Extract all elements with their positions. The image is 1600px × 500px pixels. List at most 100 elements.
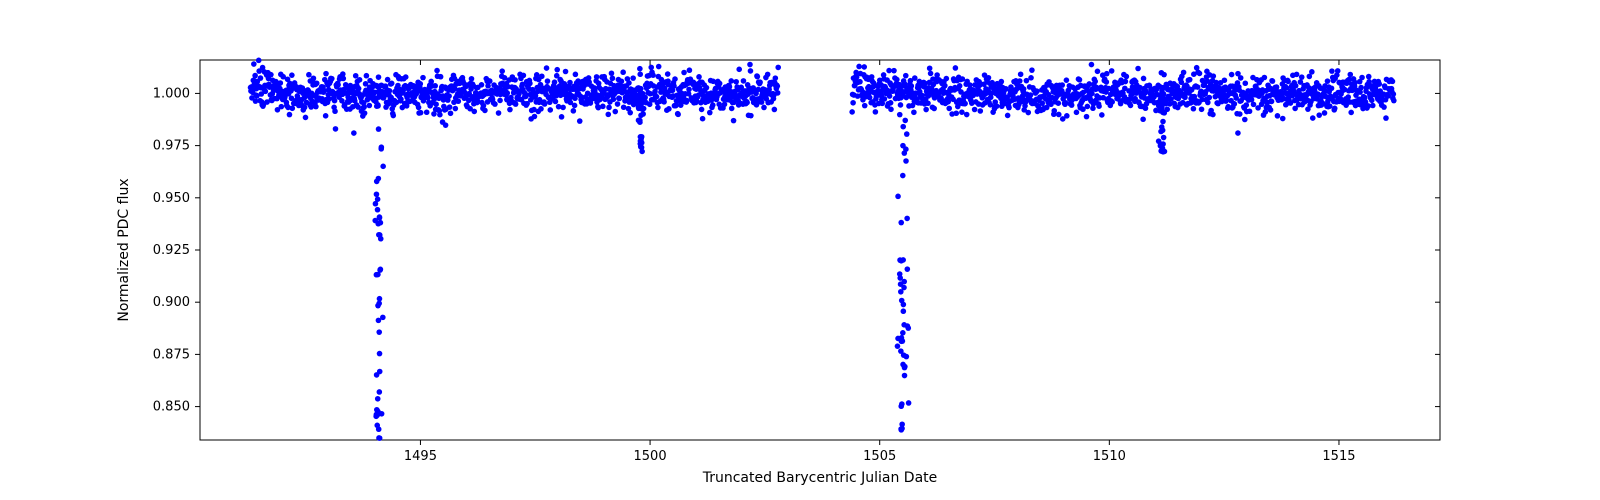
data-point (1237, 111, 1243, 117)
data-point (849, 109, 855, 115)
data-point (901, 308, 907, 314)
x-tick-label: 1510 (1093, 449, 1126, 464)
data-point (513, 101, 519, 107)
data-point (1157, 101, 1163, 107)
data-point (377, 369, 383, 375)
data-point (389, 81, 395, 87)
data-point (901, 285, 907, 291)
data-point (744, 100, 750, 106)
data-point (895, 194, 901, 200)
data-point (775, 83, 781, 89)
data-point (1069, 102, 1075, 108)
data-point (403, 74, 409, 80)
data-point (626, 80, 632, 86)
data-point (873, 109, 879, 115)
data-point (650, 72, 656, 78)
data-point (1029, 67, 1035, 73)
x-tick-label: 1515 (1322, 449, 1355, 464)
data-point (375, 409, 381, 415)
data-point (1294, 72, 1300, 78)
data-point (1157, 108, 1163, 114)
data-point (772, 107, 778, 113)
data-point (959, 109, 965, 115)
data-point (1104, 71, 1110, 77)
data-point (904, 216, 910, 222)
data-point (1160, 149, 1166, 155)
data-point (416, 105, 422, 111)
data-point (1247, 108, 1253, 114)
data-point (545, 78, 551, 84)
data-point (887, 93, 893, 99)
data-point (361, 104, 367, 110)
data-point (375, 303, 381, 309)
data-point (356, 86, 362, 92)
data-point (909, 83, 915, 89)
x-ticks: 14951500150515101515 (404, 60, 1356, 464)
data-points (248, 58, 1397, 441)
data-point (1376, 81, 1382, 87)
data-point (1358, 85, 1364, 91)
data-point (978, 108, 984, 114)
data-point (609, 70, 615, 76)
data-point (1348, 110, 1354, 116)
data-point (375, 102, 381, 108)
data-point (1109, 99, 1115, 105)
lightcurve-chart: 14951500150515101515 0.8500.8750.9000.92… (0, 0, 1600, 500)
data-point (1222, 77, 1228, 83)
data-point (289, 105, 295, 111)
data-point (696, 74, 702, 80)
data-point (1383, 115, 1389, 121)
data-point (313, 104, 319, 110)
data-point (367, 103, 373, 109)
data-point (704, 85, 710, 91)
data-point (1160, 119, 1166, 125)
data-point (1262, 75, 1268, 81)
data-point (1197, 71, 1203, 77)
data-point (605, 112, 611, 118)
data-point (256, 58, 262, 64)
data-point (1124, 74, 1130, 80)
y-tick-label: 0.925 (153, 243, 190, 258)
data-point (1391, 91, 1397, 97)
data-point (552, 79, 558, 85)
data-point (655, 105, 661, 111)
data-point (741, 78, 747, 84)
data-point (1206, 95, 1212, 101)
data-point (1335, 68, 1341, 74)
data-point (425, 95, 431, 101)
data-point (923, 107, 929, 113)
data-point (748, 113, 754, 119)
data-point (527, 81, 533, 87)
data-point (611, 97, 617, 103)
y-ticks: 0.8500.8750.9000.9250.9500.9751.000 (153, 86, 1440, 414)
data-point (482, 108, 488, 114)
data-point (1096, 103, 1102, 109)
data-point (323, 71, 329, 77)
data-point (375, 207, 381, 213)
data-point (1242, 117, 1248, 123)
data-point (905, 266, 911, 272)
data-point (903, 146, 909, 152)
data-point (888, 100, 894, 106)
data-point (335, 82, 341, 88)
data-point (469, 76, 475, 82)
data-point (637, 99, 643, 105)
data-point (544, 65, 550, 71)
data-point (681, 70, 687, 76)
data-point (479, 82, 485, 88)
data-point (573, 72, 579, 78)
data-point (376, 126, 382, 132)
data-point (899, 83, 905, 89)
data-point (432, 83, 438, 89)
data-point (1352, 80, 1358, 86)
data-point (927, 65, 933, 71)
data-point (710, 102, 716, 108)
data-point (630, 75, 636, 81)
data-point (672, 76, 678, 82)
data-point (1191, 106, 1197, 112)
data-point (1161, 135, 1167, 141)
data-point (1181, 70, 1187, 76)
data-point (376, 232, 382, 238)
data-point (497, 98, 503, 104)
data-point (1055, 100, 1061, 106)
